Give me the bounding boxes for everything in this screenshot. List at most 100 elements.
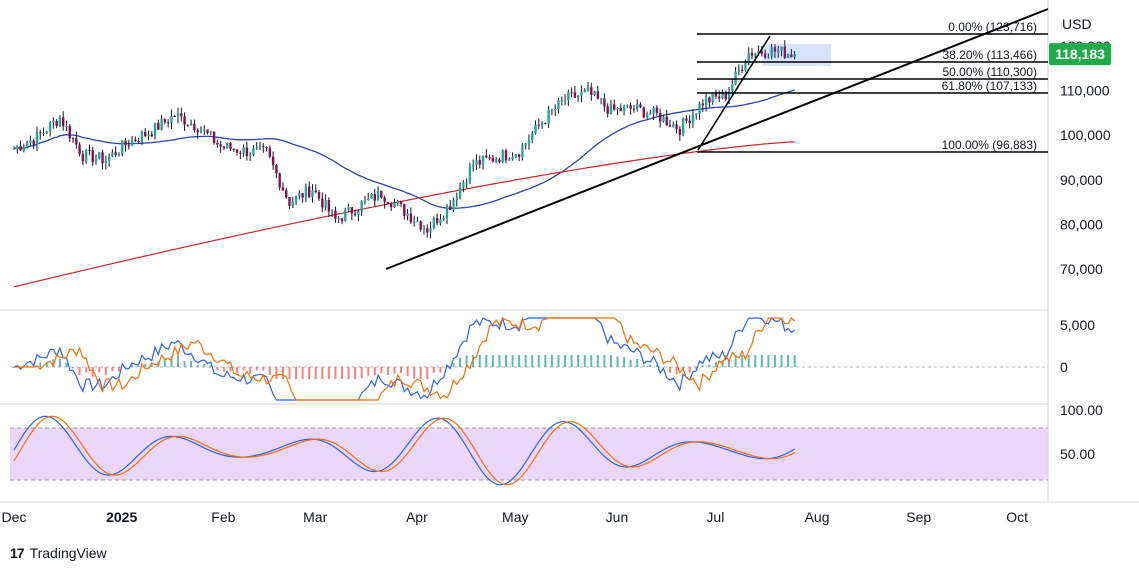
- macd-histogram-bar: [734, 355, 737, 367]
- candle: [308, 181, 311, 198]
- candle-body: [117, 153, 121, 156]
- candle-body: [314, 190, 317, 193]
- candle: [288, 196, 291, 209]
- candle: [403, 203, 406, 220]
- candle: [81, 150, 85, 166]
- candle-body: [170, 115, 173, 124]
- price-tick-label: 70,000: [1060, 261, 1103, 277]
- tradingview-logo[interactable]: 17 TradingView: [10, 545, 107, 561]
- candle: [419, 220, 422, 232]
- candle-body: [626, 105, 629, 107]
- candle: [390, 202, 393, 212]
- candle: [196, 128, 199, 139]
- candle-body: [747, 52, 750, 64]
- time-tick-label: Jul: [706, 509, 724, 525]
- candle: [363, 195, 367, 205]
- currency-label[interactable]: USD: [1062, 16, 1092, 32]
- candle-body: [81, 154, 85, 162]
- candle: [737, 64, 741, 76]
- candle: [626, 104, 629, 109]
- candle: [52, 117, 55, 129]
- macd-histogram-bar: [373, 367, 376, 376]
- candle-body: [570, 92, 573, 94]
- candle-body: [675, 124, 678, 130]
- candle-body: [773, 47, 777, 52]
- macd-histogram-bar: [787, 355, 790, 367]
- macd-histogram-bar: [150, 364, 153, 367]
- candle: [468, 162, 472, 185]
- candle: [498, 157, 501, 164]
- candle-body: [550, 110, 554, 112]
- candle: [681, 117, 685, 137]
- candle-body: [268, 148, 272, 157]
- candle: [586, 82, 590, 92]
- macd-histogram-bar: [255, 367, 258, 371]
- candle-body: [140, 131, 144, 142]
- candle: [327, 197, 331, 217]
- macd-tick-label: 5,000: [1060, 317, 1095, 333]
- candle-body: [101, 152, 104, 164]
- candle: [416, 216, 419, 223]
- candle-body: [517, 154, 521, 158]
- candle-body: [731, 84, 734, 92]
- candle-body: [573, 92, 577, 98]
- candle: [619, 103, 622, 112]
- consolidation-box[interactable]: [763, 44, 831, 66]
- macd-histogram-bar: [564, 355, 567, 367]
- macd-histogram-bar: [465, 355, 468, 367]
- macd-histogram-bar: [491, 355, 494, 367]
- candle: [48, 121, 52, 137]
- macd-histogram-bar: [544, 355, 547, 367]
- candle-body: [386, 201, 390, 204]
- candle-body: [176, 113, 180, 117]
- candle-body: [639, 104, 642, 108]
- candle: [199, 126, 203, 134]
- time-tick-label: Apr: [406, 509, 428, 525]
- candle: [521, 143, 524, 161]
- macd-histogram-bar: [236, 367, 239, 373]
- candle: [593, 90, 596, 97]
- candle: [222, 145, 226, 151]
- candle: [770, 43, 773, 60]
- macd-histogram-bar: [347, 367, 350, 379]
- candle-body: [84, 150, 88, 162]
- time-tick-label: Oct: [1006, 509, 1028, 525]
- candle-body: [206, 129, 209, 133]
- candle: [642, 106, 645, 119]
- candle-body: [508, 159, 511, 161]
- macd-histogram-bar: [741, 355, 744, 367]
- macd-histogram-bar: [550, 355, 553, 367]
- candle: [314, 184, 317, 194]
- candle-body: [403, 203, 406, 216]
- candle-body: [75, 138, 78, 145]
- macd-histogram-bar: [85, 367, 88, 373]
- candle: [455, 192, 458, 207]
- stoch-k-line: [13, 415, 795, 486]
- fib-level-label: 0.00% (123,716): [948, 20, 1037, 34]
- macd-histogram-bar: [216, 367, 219, 371]
- macd-histogram-bar: [662, 367, 665, 368]
- candle-body: [652, 107, 655, 114]
- macd-histogram-bar: [229, 367, 232, 372]
- candle-body: [285, 190, 288, 197]
- candle: [55, 119, 58, 129]
- candle-body: [537, 124, 540, 126]
- candle-body: [511, 156, 514, 160]
- candle: [330, 209, 334, 217]
- macd-histogram-bar: [78, 367, 81, 375]
- candle: [793, 50, 796, 60]
- candle: [704, 93, 708, 112]
- macd-histogram-bar: [124, 367, 127, 368]
- macd-histogram-bar: [137, 366, 140, 367]
- support-trendline[interactable]: [385, 8, 1049, 270]
- candle-body: [685, 118, 688, 121]
- candle-body: [622, 106, 626, 112]
- candle-body: [642, 107, 645, 118]
- macd-histogram-bar: [314, 367, 317, 379]
- macd-histogram-bar: [675, 367, 678, 375]
- candle: [599, 97, 603, 105]
- candle: [501, 149, 504, 164]
- brand-name: TradingView: [29, 545, 107, 561]
- candle: [524, 142, 527, 150]
- tradingview-icon: 17: [10, 545, 25, 561]
